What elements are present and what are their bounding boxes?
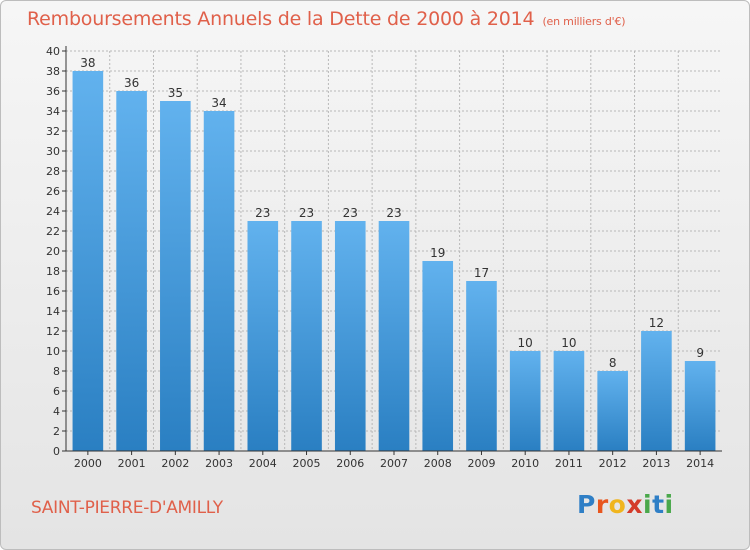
bar-2003 [203,111,235,451]
value-label: 35 [168,86,183,100]
value-label: 36 [124,76,139,90]
x-tick-label: 2013 [642,457,670,470]
value-label: 34 [211,96,226,110]
y-tick-label: 34 [46,105,60,118]
y-tick-label: 18 [46,265,60,278]
logo-letter: P [577,490,596,519]
bar-2012 [597,371,628,451]
y-tick-label: 12 [46,325,60,338]
y-tick-label: 14 [46,305,60,318]
bar-2004 [247,221,279,451]
bar-2000 [72,71,104,451]
value-label: 23 [386,206,401,220]
bar-2011 [553,351,585,451]
y-tick-label: 16 [46,285,60,298]
value-label: 17 [474,266,489,280]
y-tick-label: 6 [53,385,60,398]
x-tick-label: 2012 [599,457,627,470]
x-tick-label: 2000 [74,457,102,470]
y-tick-label: 26 [46,185,60,198]
logo-letter: i [643,490,653,519]
y-tick-label: 40 [46,45,60,58]
title-text: Remboursements Annuels de la Dette de 20… [27,8,535,30]
x-tick-label: 2007 [380,457,408,470]
y-tick-label: 32 [46,125,60,138]
x-tick-label: 2010 [511,457,539,470]
value-label: 19 [430,246,445,260]
value-label: 23 [343,206,358,220]
y-tick-label: 30 [46,145,60,158]
y-tick-label: 4 [53,405,60,418]
proxiti-logo: Proxiti [577,490,674,519]
x-tick-label: 2001 [118,457,146,470]
city-name: SAINT-PIERRE-D'AMILLY [31,498,223,518]
value-label: 9 [696,346,704,360]
y-tick-label: 20 [46,245,60,258]
x-tick-label: 2004 [249,457,277,470]
y-tick-label: 8 [53,365,60,378]
bar-2002 [160,101,191,451]
bar-2007 [378,221,410,451]
y-tick-label: 24 [46,205,60,218]
bars [72,71,716,451]
y-tick-label: 0 [53,445,60,458]
x-tick-label: 2005 [293,457,321,470]
x-tick-label: 2014 [686,457,714,470]
logo-letter: x [626,490,643,519]
axes [62,46,722,455]
bar-2009 [466,281,497,451]
y-tick-label: 22 [46,225,60,238]
x-tick-label: 2011 [555,457,583,470]
logo-letter: r [595,490,609,519]
y-tick-label: 36 [46,85,60,98]
y-tick-label: 28 [46,165,60,178]
bar-2013 [641,331,672,451]
labels: 0246810121416182022242628303234363840382… [46,45,714,470]
chart-title: Remboursements Annuels de la Dette de 20… [27,8,626,30]
x-tick-label: 2008 [424,457,452,470]
bar-2001 [116,91,147,451]
logo-letter: o [608,490,627,519]
bar-2008 [422,261,454,451]
title-unit: (en milliers d'€) [542,15,626,28]
logo-letter: i [664,490,674,519]
x-tick-label: 2006 [336,457,364,470]
y-tick-label: 2 [53,425,60,438]
x-tick-label: 2009 [467,457,495,470]
value-label: 38 [80,56,95,70]
value-label: 8 [609,356,617,370]
y-tick-label: 10 [46,345,60,358]
value-label: 23 [299,206,314,220]
x-tick-label: 2002 [161,457,189,470]
bar-2010 [509,351,541,451]
value-label: 23 [255,206,270,220]
value-label: 10 [561,336,576,350]
bar-2006 [334,221,366,451]
x-tick-label: 2003 [205,457,233,470]
value-label: 10 [518,336,533,350]
logo-letter: t [652,490,665,519]
value-label: 12 [649,316,664,330]
bar-2005 [291,221,322,451]
y-tick-label: 38 [46,65,60,78]
bar-2014 [684,361,716,451]
